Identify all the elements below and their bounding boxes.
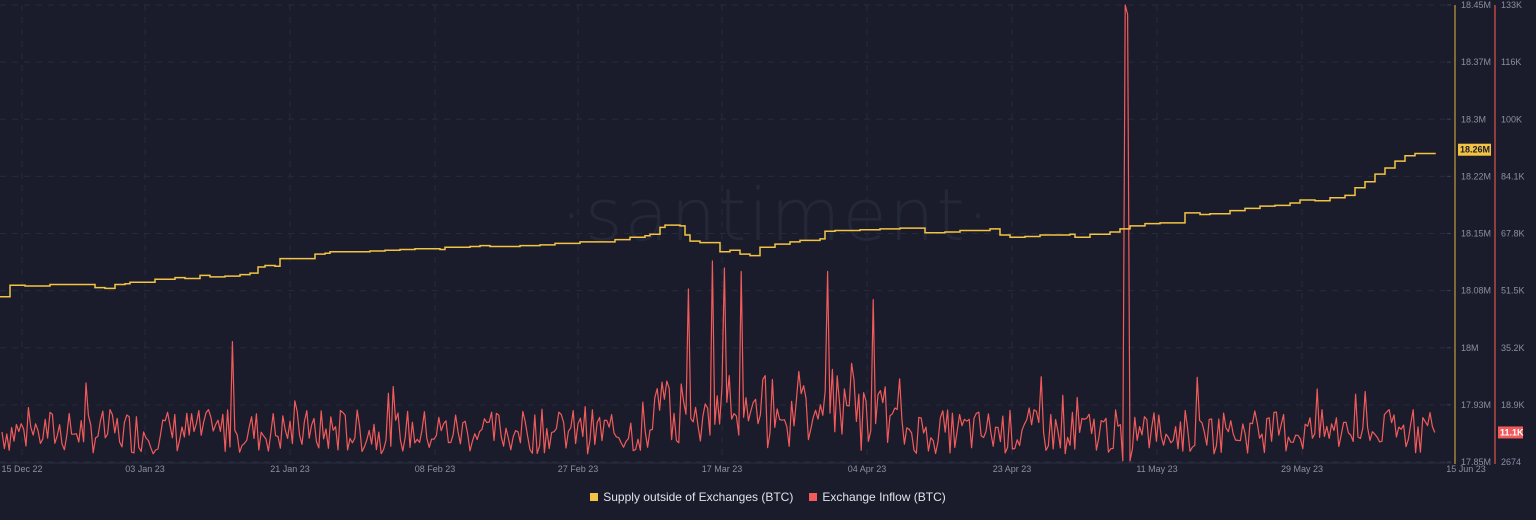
x-axis: 15 Dec 22 03 Jan 23 21 Jan 23 08 Feb 23 27 F… — [1, 464, 1485, 474]
supply-outside-exchanges-line[interactable] — [0, 152, 1436, 298]
svg-text:18.22M: 18.22M — [1461, 171, 1491, 181]
svg-text:04 Apr 23: 04 Apr 23 — [848, 464, 887, 474]
legend-label: Exchange Inflow (BTC) — [822, 490, 946, 504]
svg-text:2674: 2674 — [1501, 457, 1521, 467]
svg-text:08 Feb 23: 08 Feb 23 — [415, 464, 456, 474]
svg-text:18.37M: 18.37M — [1461, 57, 1491, 67]
y-axes: 18.45M 133K 18.37M 116K 18.3M 100K 18.22M 84.1K… — [1447, 0, 1525, 467]
svg-text:18.45M: 18.45M — [1461, 0, 1491, 10]
svg-text:29 May 23: 29 May 23 — [1281, 464, 1323, 474]
svg-text:15 Dec 22: 15 Dec 22 — [1, 464, 42, 474]
santiment-watermark: ·santiment· — [560, 173, 992, 257]
svg-text:18.26M: 18.26M — [1460, 145, 1490, 155]
svg-text:116K: 116K — [1501, 57, 1521, 67]
svg-text:67.8K: 67.8K — [1501, 229, 1525, 239]
svg-text:133K: 133K — [1501, 0, 1522, 10]
current-value-badges: 18.26M 11.1K — [1458, 143, 1524, 439]
legend-swatch-red-icon — [809, 493, 818, 501]
legend-item-supply[interactable]: Supply outside of Exchanges (BTC) — [590, 490, 793, 504]
svg-text:17 Mar 23: 17 Mar 23 — [702, 464, 743, 474]
svg-text:18.08M: 18.08M — [1461, 286, 1491, 296]
chart-canvas[interactable]: ·santiment· 18.45M 133K 18.37M 116K 18.3M 100… — [0, 0, 1536, 490]
svg-text:84.1K: 84.1K — [1501, 171, 1525, 181]
svg-text:11.1K: 11.1K — [1500, 427, 1524, 437]
svg-text:03 Jan 23: 03 Jan 23 — [125, 464, 165, 474]
legend-label: Supply outside of Exchanges (BTC) — [603, 490, 794, 504]
exchange-inflow-line[interactable] — [1, 4, 1436, 462]
svg-text:21 Jan 23: 21 Jan 23 — [270, 464, 310, 474]
svg-text:18.9K: 18.9K — [1501, 400, 1525, 410]
svg-text:27 Feb 23: 27 Feb 23 — [558, 464, 599, 474]
svg-text:35.2K: 35.2K — [1501, 343, 1525, 353]
svg-text:51.5K: 51.5K — [1501, 286, 1525, 296]
svg-text:11 May 23: 11 May 23 — [1136, 464, 1177, 474]
svg-text:18.15M: 18.15M — [1461, 229, 1491, 239]
svg-text:17.93M: 17.93M — [1461, 400, 1491, 410]
svg-text:18.3M: 18.3M — [1461, 114, 1486, 124]
svg-text:17.85M: 17.85M — [1461, 457, 1491, 467]
svg-text:18M: 18M — [1461, 343, 1479, 353]
legend-item-inflow[interactable]: Exchange Inflow (BTC) — [809, 490, 946, 504]
svg-text:15 Jun 23: 15 Jun 23 — [1446, 464, 1486, 474]
svg-text:100K: 100K — [1501, 114, 1522, 124]
chart-legend: Supply outside of Exchanges (BTC) Exchan… — [0, 490, 1536, 504]
svg-text:23 Apr 23: 23 Apr 23 — [993, 464, 1032, 474]
legend-swatch-yellow-icon — [590, 493, 599, 501]
